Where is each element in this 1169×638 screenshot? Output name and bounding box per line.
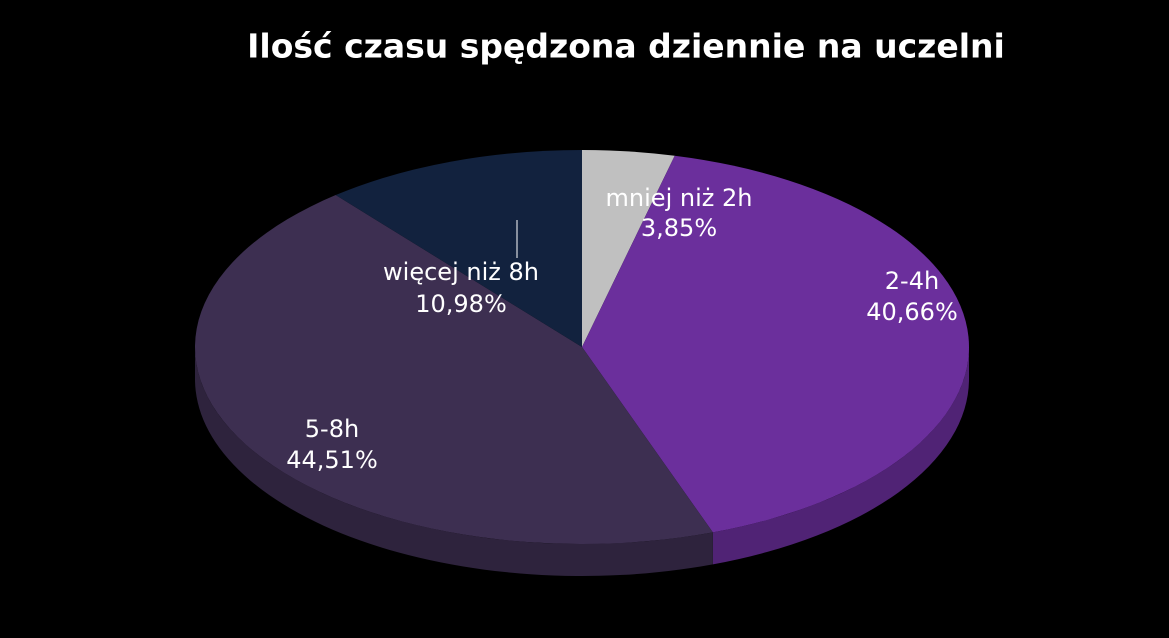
labels: mniej niż 2h3,85% 2-4h 40,66% 5-8h 44,51% wię… — [286, 184, 958, 474]
chart-title: Ilość czasu spędzona dziennie na uczelni — [247, 27, 1005, 66]
slice-side — [712, 347, 969, 565]
category-label: więcej niż 8h — [383, 258, 539, 286]
value-label: 44,51% — [286, 446, 378, 474]
pie-tops — [195, 150, 969, 544]
value-label: 10,98% — [415, 290, 507, 318]
category-label: 2-4h — [885, 267, 939, 295]
category-label: mniej niż 2h — [606, 184, 753, 212]
slice-side — [194, 347, 713, 576]
category-label: 5-8h — [305, 415, 359, 443]
slice — [582, 155, 969, 533]
value-label: 3,85% — [641, 214, 717, 242]
pie-sides — [194, 347, 969, 576]
slice — [335, 150, 582, 347]
value-label: 40,66% — [866, 298, 958, 326]
slice — [582, 150, 675, 347]
slice — [195, 195, 713, 544]
